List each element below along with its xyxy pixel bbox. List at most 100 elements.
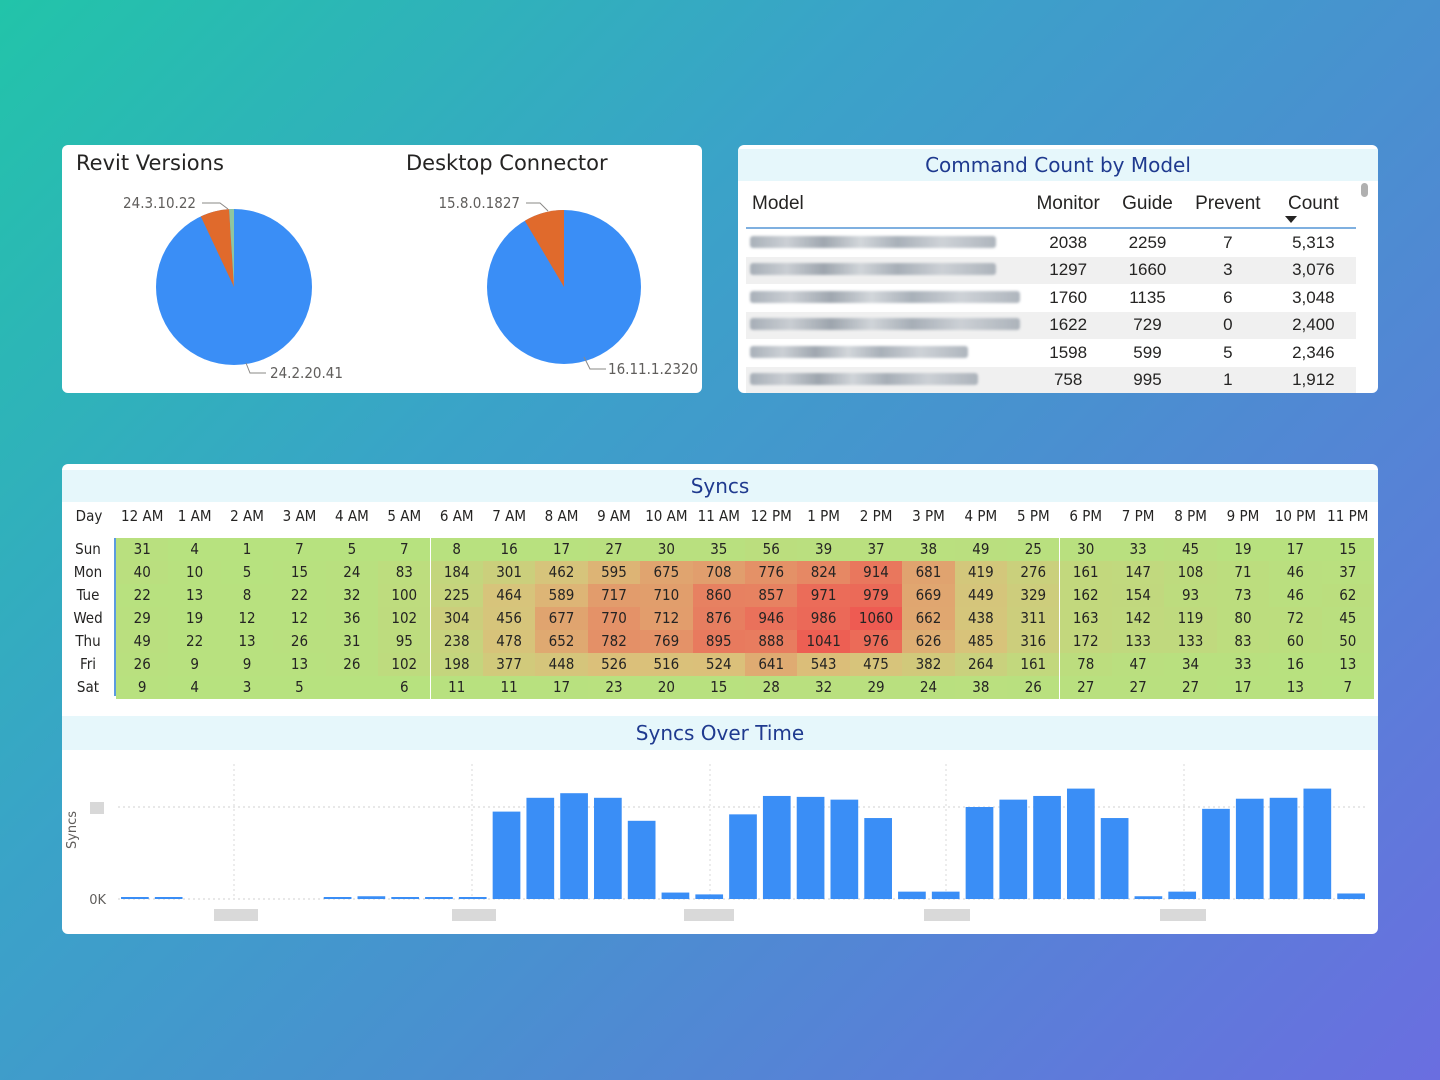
heatmap-cell[interactable]: 914 — [849, 561, 903, 584]
heatmap-cell[interactable]: 24 — [902, 676, 955, 699]
sync-bar[interactable] — [1269, 797, 1298, 899]
heatmap-cell[interactable]: 776 — [745, 561, 798, 584]
heatmap-cell[interactable]: 22 — [168, 630, 221, 653]
heatmap-cell[interactable]: 147 — [1111, 561, 1165, 584]
heatmap-cell[interactable]: 710 — [640, 584, 693, 607]
heatmap-cell[interactable]: 876 — [692, 607, 745, 630]
heatmap-cell[interactable]: 15 — [1321, 538, 1374, 561]
heatmap-cell[interactable]: 652 — [535, 630, 588, 653]
heatmap-cell[interactable]: 28 — [745, 676, 798, 699]
heatmap-cell[interactable]: 462 — [535, 561, 588, 584]
sync-bar[interactable] — [391, 897, 420, 899]
heatmap-cell[interactable]: 456 — [482, 607, 536, 630]
heatmap-cell[interactable]: 34 — [1164, 653, 1217, 676]
heatmap-cell[interactable]: 13 — [220, 630, 274, 653]
heatmap-cell[interactable]: 102 — [378, 607, 431, 630]
heatmap-cell[interactable]: 16 — [1269, 653, 1322, 676]
heatmap-cell[interactable]: 4 — [168, 676, 221, 699]
heatmap-cell[interactable]: 626 — [902, 630, 955, 653]
heatmap-cell[interactable]: 769 — [640, 630, 693, 653]
heatmap-cell[interactable]: 29 — [116, 607, 169, 630]
heatmap-cell[interactable]: 25 — [1007, 538, 1060, 561]
heatmap-cell[interactable]: 5 — [273, 676, 326, 699]
heatmap-cell[interactable]: 449 — [954, 584, 1008, 607]
sync-bar[interactable] — [999, 799, 1028, 899]
heatmap-cell[interactable]: 78 — [1059, 653, 1112, 676]
heatmap-cell[interactable]: 311 — [1007, 607, 1060, 630]
heatmap-cell[interactable]: 6 — [378, 676, 431, 699]
heatmap-cell[interactable]: 46 — [1269, 561, 1322, 584]
heatmap-cell[interactable]: 13 — [168, 584, 221, 607]
sync-bar[interactable] — [898, 891, 926, 899]
heatmap-cell[interactable]: 8 — [430, 538, 483, 561]
column-header-model[interactable]: Model — [746, 181, 1027, 229]
heatmap-cell[interactable]: 27 — [587, 538, 641, 561]
heatmap-cell[interactable]: 22 — [273, 584, 326, 607]
heatmap-cell[interactable]: 71 — [1216, 561, 1270, 584]
heatmap-cell[interactable]: 524 — [692, 653, 745, 676]
heatmap-cell[interactable]: 986 — [797, 607, 850, 630]
heatmap-cell[interactable]: 27 — [1111, 676, 1165, 699]
heatmap-cell[interactable]: 161 — [1059, 561, 1112, 584]
heatmap-cell[interactable]: 31 — [116, 538, 169, 561]
column-header-monitor[interactable]: Monitor — [1026, 181, 1111, 229]
heatmap-cell[interactable]: 163 — [1059, 607, 1112, 630]
heatmap-cell[interactable]: 49 — [954, 538, 1008, 561]
table-row[interactable]: 1760 1135 6 3,048 — [746, 284, 1356, 312]
heatmap-cell[interactable]: 276 — [1007, 561, 1060, 584]
heatmap-cell[interactable]: 38 — [954, 676, 1008, 699]
heatmap-cell[interactable]: 675 — [640, 561, 693, 584]
heatmap-cell[interactable]: 108 — [1164, 561, 1217, 584]
heatmap-cell[interactable]: 681 — [902, 561, 955, 584]
heatmap-cell[interactable]: 12 — [220, 607, 274, 630]
sync-bar[interactable] — [796, 796, 825, 899]
sync-bar[interactable] — [1033, 795, 1061, 899]
heatmap-cell[interactable]: 770 — [587, 607, 641, 630]
heatmap-cell[interactable]: 26 — [325, 653, 379, 676]
heatmap-cell[interactable]: 1 — [220, 538, 274, 561]
heatmap-cell[interactable]: 62 — [1321, 584, 1374, 607]
heatmap-cell[interactable]: 19 — [1216, 538, 1270, 561]
sync-bar[interactable] — [627, 820, 656, 899]
heatmap-cell[interactable]: 13 — [1321, 653, 1374, 676]
heatmap-cell[interactable]: 72 — [1269, 607, 1322, 630]
heatmap-cell[interactable]: 895 — [692, 630, 745, 653]
heatmap-cell[interactable]: 26 — [273, 630, 326, 653]
heatmap-cell[interactable]: 4 — [168, 538, 221, 561]
heatmap-cell[interactable]: 162 — [1059, 584, 1112, 607]
heatmap-cell[interactable]: 316 — [1007, 630, 1060, 653]
sort-descending-icon[interactable] — [1284, 216, 1297, 223]
sync-bar[interactable] — [1337, 893, 1365, 899]
heatmap-cell[interactable]: 708 — [692, 561, 745, 584]
heatmap-cell[interactable]: 824 — [797, 561, 850, 584]
heatmap-cell[interactable]: 13 — [273, 653, 326, 676]
sync-bar[interactable] — [1168, 891, 1197, 899]
heatmap-cell[interactable]: 782 — [587, 630, 641, 653]
heatmap-cell[interactable]: 888 — [745, 630, 798, 653]
heatmap-cell[interactable]: 37 — [849, 538, 903, 561]
heatmap-cell[interactable]: 36 — [325, 607, 379, 630]
heatmap-cell[interactable]: 1041 — [797, 630, 850, 653]
table-row[interactable]: 1622 729 0 2,400 — [746, 311, 1356, 339]
heatmap-cell[interactable]: 595 — [587, 561, 641, 584]
connector-slice-small[interactable] — [524, 210, 564, 287]
heatmap-cell[interactable]: 30 — [1059, 538, 1112, 561]
sync-bar[interactable] — [830, 799, 859, 899]
syncs-over-time-chart[interactable]: Syncs 0K — [62, 750, 1378, 934]
sync-bar[interactable] — [357, 896, 386, 899]
heatmap-cell[interactable]: 46 — [1269, 584, 1322, 607]
sync-bar[interactable] — [594, 797, 622, 899]
sync-bar[interactable] — [695, 894, 724, 899]
heatmap-cell[interactable]: 24 — [325, 561, 379, 584]
heatmap-cell[interactable]: 946 — [745, 607, 798, 630]
heatmap-cell[interactable]: 23 — [587, 676, 641, 699]
heatmap-cell[interactable]: 60 — [1269, 630, 1322, 653]
heatmap-cell[interactable]: 198 — [430, 653, 483, 676]
heatmap-cell[interactable]: 971 — [797, 584, 850, 607]
heatmap-cell[interactable]: 717 — [587, 584, 641, 607]
heatmap-cell[interactable]: 419 — [954, 561, 1008, 584]
heatmap-cell[interactable]: 33 — [1216, 653, 1270, 676]
table-row[interactable]: 2038 2259 7 5,313 — [746, 228, 1356, 257]
heatmap-cell[interactable]: 301 — [482, 561, 536, 584]
sync-bar[interactable] — [729, 814, 757, 899]
